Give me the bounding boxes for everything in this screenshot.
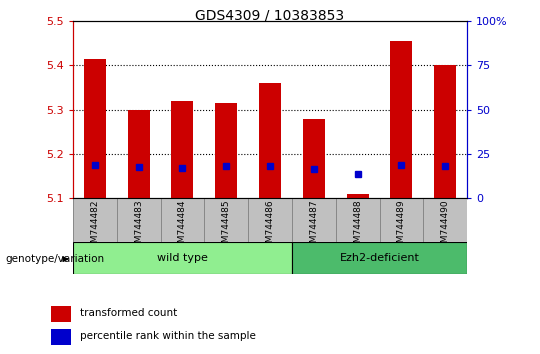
Text: GSM744482: GSM744482 bbox=[90, 200, 99, 254]
Text: GSM744489: GSM744489 bbox=[397, 200, 406, 254]
Bar bbox=[336, 198, 380, 242]
Bar bbox=[380, 198, 423, 242]
Text: GSM744490: GSM744490 bbox=[441, 200, 450, 254]
Bar bbox=[160, 198, 204, 242]
Text: genotype/variation: genotype/variation bbox=[5, 254, 105, 264]
Bar bbox=[303, 119, 325, 198]
Bar bbox=[292, 198, 336, 242]
Bar bbox=[84, 59, 106, 198]
Bar bbox=[390, 41, 413, 198]
Bar bbox=[73, 198, 117, 242]
Bar bbox=[434, 65, 456, 198]
Bar bbox=[248, 198, 292, 242]
Bar bbox=[259, 83, 281, 198]
Bar bbox=[51, 306, 71, 321]
Bar bbox=[215, 103, 237, 198]
Bar bbox=[423, 198, 467, 242]
Text: Ezh2-deficient: Ezh2-deficient bbox=[340, 253, 420, 263]
Bar bbox=[51, 329, 71, 345]
Text: GDS4309 / 10383853: GDS4309 / 10383853 bbox=[195, 9, 345, 23]
Bar bbox=[117, 198, 160, 242]
Text: percentile rank within the sample: percentile rank within the sample bbox=[80, 331, 256, 341]
Text: transformed count: transformed count bbox=[80, 308, 178, 318]
Bar bbox=[204, 198, 248, 242]
Bar bbox=[347, 194, 368, 198]
Text: GSM744487: GSM744487 bbox=[309, 200, 318, 254]
Text: wild type: wild type bbox=[157, 253, 208, 263]
Bar bbox=[292, 242, 467, 274]
Text: GSM744486: GSM744486 bbox=[266, 200, 274, 254]
Bar bbox=[73, 242, 292, 274]
Text: GSM744488: GSM744488 bbox=[353, 200, 362, 254]
Bar bbox=[172, 101, 193, 198]
Text: GSM744483: GSM744483 bbox=[134, 200, 143, 254]
Text: GSM744485: GSM744485 bbox=[222, 200, 231, 254]
Bar bbox=[127, 110, 150, 198]
Text: GSM744484: GSM744484 bbox=[178, 200, 187, 254]
